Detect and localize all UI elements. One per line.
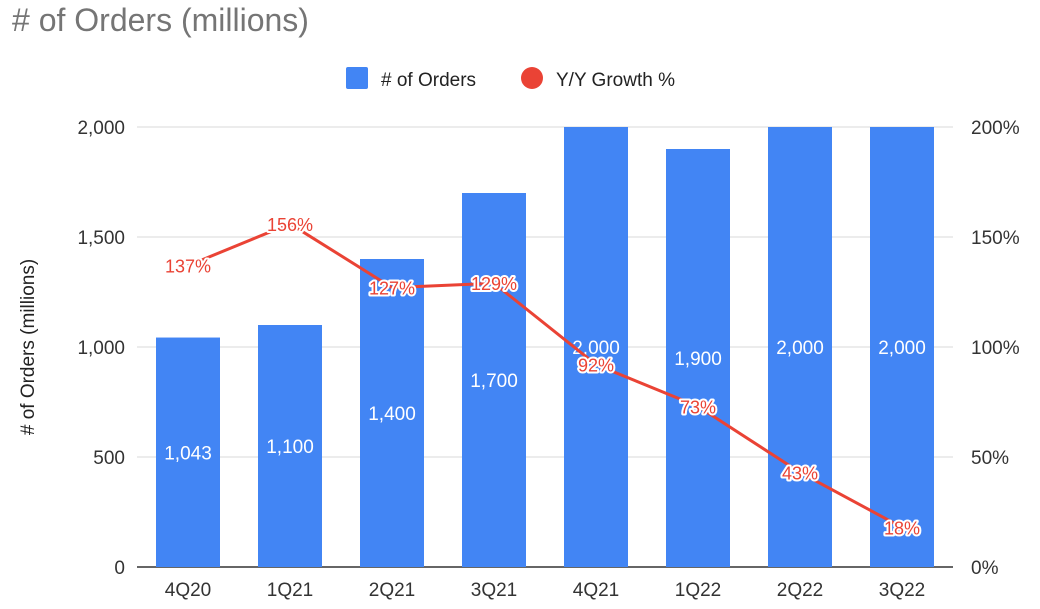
line-data-label: 43% xyxy=(782,463,818,483)
y-axis-title: # of Orders (millions) xyxy=(18,259,39,435)
line-data-label-halo: 127% xyxy=(369,279,415,299)
legend-label-orders: # of Orders xyxy=(381,70,476,91)
x-tick-label: 2Q22 xyxy=(777,580,823,601)
bar xyxy=(870,127,934,567)
bar xyxy=(666,149,730,567)
bar xyxy=(462,193,526,567)
x-tick-label: 2Q21 xyxy=(369,580,415,601)
bar-data-label: 1,400 xyxy=(368,404,416,425)
line-data-label: 156% xyxy=(267,215,313,235)
line-data-label-halo: 129% xyxy=(471,274,517,294)
y2-tick-label: 50% xyxy=(971,448,1009,469)
line-data-label-halo: 156% xyxy=(267,215,313,235)
bar xyxy=(258,325,322,567)
line-data-label-halo: 137% xyxy=(165,257,211,277)
chart-title: # of Orders (millions) xyxy=(12,2,309,38)
line-data-label: 137% xyxy=(165,257,211,277)
y2-tick-label: 150% xyxy=(971,228,1020,249)
y2-tick-label: 200% xyxy=(971,118,1020,139)
bar xyxy=(768,127,832,567)
bar-data-label: 2,000 xyxy=(878,338,926,359)
y-tick-label: 1,000 xyxy=(77,338,125,359)
y-tick-label: 500 xyxy=(93,448,125,469)
x-tick-label: 4Q20 xyxy=(165,580,211,601)
line-data-label: 129% xyxy=(471,274,517,294)
x-tick-label: 3Q21 xyxy=(471,580,517,601)
legend-swatch-orders xyxy=(346,67,368,89)
bar-data-label: 1,043 xyxy=(164,443,212,464)
line-data-label-halo: 18% xyxy=(884,518,920,538)
line-data-label: 73% xyxy=(680,397,716,417)
legend-swatch-growth xyxy=(521,67,543,89)
y2-tick-label: 0% xyxy=(971,558,999,579)
bar-data-label: 1,100 xyxy=(266,437,314,458)
bar xyxy=(360,259,424,567)
y-tick-label: 2,000 xyxy=(77,118,125,139)
line-data-label-halo: 92% xyxy=(578,356,614,376)
bar-data-label: 2,000 xyxy=(776,338,824,359)
x-tick-label: 1Q21 xyxy=(267,580,313,601)
bar-data-label: 1,700 xyxy=(470,371,518,392)
growth-line xyxy=(187,222,903,529)
line-data-label: 92% xyxy=(578,356,614,376)
line-data-label-halo: 73% xyxy=(680,397,716,417)
legend-label-growth: Y/Y Growth % xyxy=(556,70,675,91)
line-data-label-halo: 43% xyxy=(782,463,818,483)
x-tick-label: 3Q22 xyxy=(879,580,925,601)
y-tick-label: 1,500 xyxy=(77,228,125,249)
line-data-label: 127% xyxy=(369,279,415,299)
x-tick-label: 4Q21 xyxy=(573,580,619,601)
y-tick-label: 0 xyxy=(114,558,125,579)
line-data-label: 18% xyxy=(884,518,920,538)
bar-data-label: 1,900 xyxy=(674,349,722,370)
y2-tick-label: 100% xyxy=(971,338,1020,359)
x-tick-label: 1Q22 xyxy=(675,580,721,601)
bar xyxy=(156,337,220,567)
